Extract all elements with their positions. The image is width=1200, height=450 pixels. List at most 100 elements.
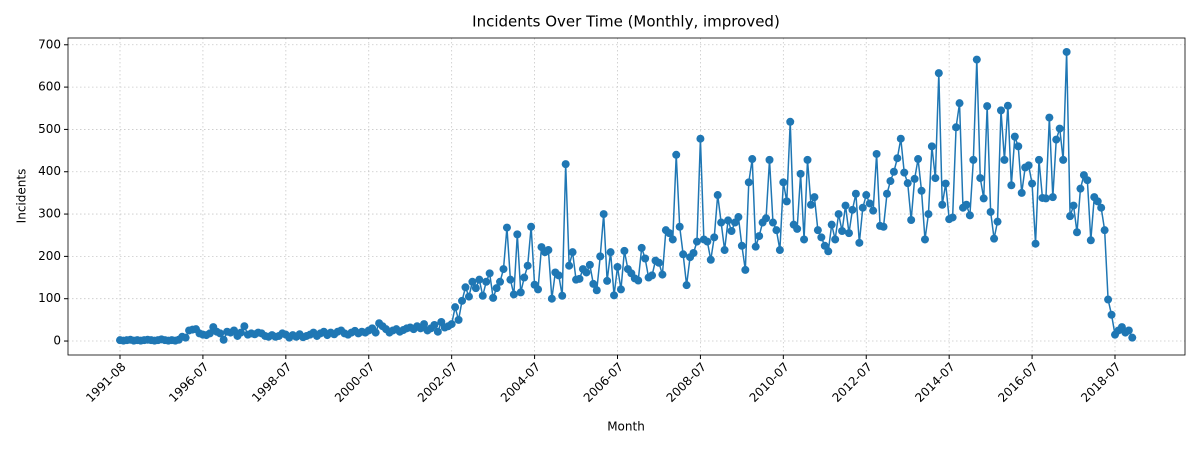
data-point	[834, 210, 843, 219]
data-point	[724, 216, 733, 225]
data-point	[485, 269, 494, 278]
data-point	[1028, 179, 1037, 188]
x-tick-label: 2016-07	[995, 360, 1040, 405]
data-point	[534, 285, 543, 294]
x-tick-label: 1996-07	[166, 360, 211, 405]
data-point	[706, 255, 715, 264]
data-point	[1107, 310, 1116, 319]
data-point	[603, 276, 612, 285]
data-point	[827, 220, 836, 229]
data-point	[236, 328, 245, 337]
data-point	[775, 246, 784, 255]
data-point	[1076, 184, 1085, 193]
data-point	[796, 169, 805, 178]
data-point	[979, 194, 988, 203]
data-point	[499, 265, 508, 274]
x-tick-label: 2010-07	[747, 360, 792, 405]
data-point	[1062, 47, 1071, 56]
data-point	[1124, 326, 1133, 335]
data-point	[464, 292, 473, 301]
y-tick-label: 700	[38, 37, 61, 51]
data-point	[1059, 155, 1068, 164]
data-point	[1097, 203, 1106, 212]
data-point	[948, 213, 957, 222]
data-point	[914, 155, 923, 164]
data-point	[1100, 226, 1109, 235]
data-point	[634, 276, 643, 285]
data-point	[800, 235, 809, 244]
data-point	[554, 271, 563, 280]
y-tick-label: 200	[38, 249, 61, 263]
data-point	[599, 210, 608, 219]
data-point	[1041, 194, 1050, 203]
data-point	[1086, 236, 1095, 245]
data-point	[679, 250, 688, 259]
data-point	[475, 275, 484, 284]
data-point	[240, 322, 249, 331]
data-point	[938, 200, 947, 209]
data-point	[696, 134, 705, 143]
data-point	[996, 106, 1005, 115]
data-point	[1072, 228, 1081, 237]
data-point	[927, 142, 936, 151]
y-tick-label: 400	[38, 164, 61, 178]
data-point	[1031, 239, 1040, 248]
data-point	[516, 288, 525, 297]
chart-title: Incidents Over Time (Monthly, improved)	[472, 13, 780, 31]
x-tick-label: 2000-07	[332, 360, 377, 405]
data-point	[613, 262, 622, 271]
data-point	[848, 205, 857, 214]
data-point	[610, 291, 619, 300]
data-point	[965, 211, 974, 220]
data-point	[734, 213, 743, 222]
data-point	[765, 155, 774, 164]
data-point	[717, 218, 726, 227]
data-point	[219, 335, 228, 344]
data-point	[1010, 132, 1019, 141]
data-point	[976, 174, 985, 183]
data-point	[934, 69, 943, 78]
data-point	[447, 320, 456, 329]
data-point	[952, 123, 961, 132]
data-point	[1093, 197, 1102, 206]
data-point	[668, 235, 677, 244]
y-tick-label: 500	[38, 122, 61, 136]
y-tick-label: 100	[38, 291, 61, 305]
data-point	[575, 274, 584, 283]
data-point	[779, 178, 788, 187]
x-tick-label: 2018-07	[1078, 360, 1123, 405]
data-point	[941, 179, 950, 188]
data-point	[862, 191, 871, 200]
data-point	[216, 329, 225, 338]
data-point	[689, 249, 698, 258]
x-tick-label: 2002-07	[415, 360, 460, 405]
data-point	[454, 315, 463, 324]
data-point	[582, 268, 591, 277]
data-point	[471, 284, 480, 293]
data-point	[786, 117, 795, 126]
data-point	[1083, 176, 1092, 185]
data-point	[762, 214, 771, 223]
data-point	[772, 226, 781, 235]
data-point	[893, 154, 902, 163]
data-point	[841, 201, 850, 210]
data-point	[468, 277, 477, 286]
data-point	[489, 293, 498, 302]
data-point	[589, 279, 598, 288]
data-point	[855, 238, 864, 247]
data-point	[506, 275, 515, 284]
data-point	[755, 232, 764, 241]
data-point	[547, 294, 556, 303]
data-point	[741, 265, 750, 274]
data-point	[1104, 295, 1113, 304]
data-point	[751, 242, 760, 251]
data-point	[710, 233, 719, 242]
data-point	[478, 291, 487, 300]
data-point	[817, 233, 826, 242]
x-tick-label: 2008-07	[664, 360, 709, 405]
data-point	[858, 203, 867, 212]
data-point	[502, 223, 511, 232]
data-point	[648, 271, 657, 280]
